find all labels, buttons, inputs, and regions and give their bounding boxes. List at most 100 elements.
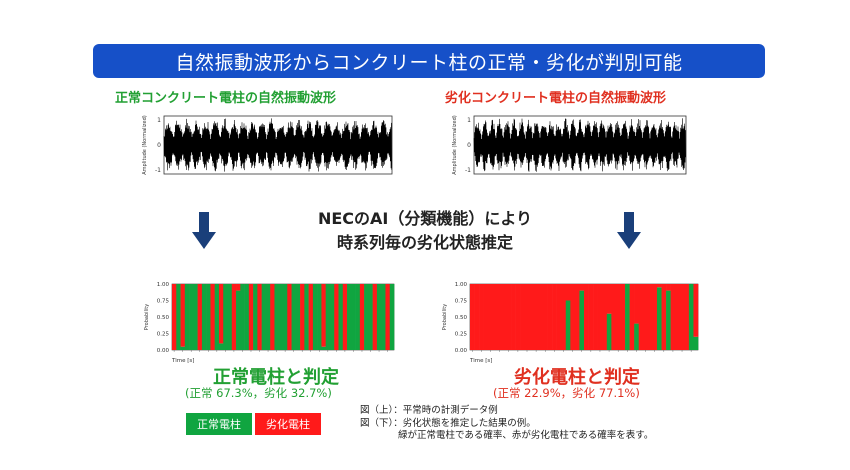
- center-line-2: 時系列毎の劣化状態推定: [336, 233, 513, 252]
- degraded-verdict-percent: (正常 22.9%，劣化 77.1%): [493, 386, 640, 400]
- x-axis-label: Time [s]: [469, 358, 492, 364]
- bar-normal-segment: [201, 284, 207, 350]
- bar-degraded-segment: [647, 284, 653, 350]
- bar-normal-segment: [347, 284, 352, 350]
- bar-normal-segment: [579, 290, 585, 350]
- caption-line-2: 図（下）：劣化状態を推定した結果の例。: [360, 417, 536, 429]
- y-tick-label: 0.00: [157, 348, 170, 354]
- legend-normal: 正常電柱: [186, 413, 252, 435]
- bar-degraded-segment: [248, 284, 254, 350]
- bar-degraded-segment: [584, 284, 589, 350]
- bar-normal-segment: [565, 300, 571, 350]
- bar-normal-segment: [283, 284, 288, 350]
- y-tick-label: 1.00: [455, 282, 468, 288]
- bar-degraded-segment: [524, 284, 530, 350]
- bar-degraded-segment: [470, 284, 475, 350]
- bar-degraded-segment: [593, 284, 598, 350]
- y-tick-label: 0.50: [455, 315, 468, 321]
- y-tick-label: 1: [467, 117, 471, 124]
- bar-degraded-segment: [679, 284, 685, 350]
- bar-normal-segment: [218, 343, 224, 350]
- bar-normal-segment: [368, 284, 373, 350]
- bar-degraded-segment: [533, 284, 539, 350]
- bar-degraded-segment: [172, 284, 177, 350]
- bar-degraded-segment: [492, 284, 498, 350]
- bar-degraded-segment: [570, 284, 576, 350]
- bar-degraded-segment: [538, 284, 544, 350]
- bar-normal-segment: [389, 284, 395, 350]
- figure-caption: 図（上）：平常時の計測データ例 図（下）：劣化状態を推定した結果の例。 緑が正常…: [360, 405, 653, 443]
- bar-normal-segment: [180, 346, 186, 350]
- bar-normal-segment: [193, 284, 198, 350]
- y-axis-label: Probability: [442, 304, 448, 330]
- bar-degraded-segment: [479, 284, 484, 350]
- bar-degraded-segment: [483, 284, 489, 350]
- degraded-wave-title: 劣化コンクリート電柱の自然振動波形: [445, 91, 667, 106]
- bar-normal-segment: [240, 284, 245, 350]
- y-tick-label: 0.50: [157, 315, 170, 321]
- y-tick-label: -1: [155, 167, 161, 174]
- bar-degraded-segment: [565, 284, 571, 301]
- bar-normal-segment: [376, 284, 382, 350]
- y-tick-label: -1: [465, 167, 471, 174]
- bar-degraded-segment: [542, 284, 548, 350]
- bar-degraded-segment: [359, 284, 365, 350]
- bar-degraded-segment: [684, 284, 690, 350]
- bar-degraded-segment: [385, 284, 391, 350]
- degraded-waveform-plot: Amplitude (Normalized) 1 0 -1: [452, 115, 687, 175]
- bar-normal-segment: [364, 284, 369, 350]
- ai-classification-text: NECのAI（分類機能）により 時系列毎の劣化状態推定: [300, 207, 550, 255]
- bar-normal-segment: [606, 313, 612, 350]
- bar-normal-segment: [184, 284, 190, 350]
- bar-normal-segment: [317, 284, 322, 350]
- bar-normal-segment: [253, 284, 258, 350]
- y-tick-label: 0.75: [157, 299, 170, 305]
- y-tick-label: 0: [157, 142, 161, 149]
- bar-degraded-segment: [210, 284, 215, 350]
- bar-degraded-segment: [693, 284, 699, 337]
- bar-degraded-segment: [597, 284, 603, 350]
- bar-normal-segment: [656, 287, 662, 350]
- y-axis-label: Probability: [144, 304, 150, 330]
- bar-degraded-segment: [321, 284, 326, 347]
- bar-degraded-segment: [579, 284, 585, 291]
- y-tick-label: 0: [467, 142, 471, 149]
- bar-normal-segment: [206, 284, 211, 350]
- y-tick-label: 1: [157, 117, 161, 124]
- bar-degraded-segment: [236, 284, 241, 291]
- title-banner: 自然振動波形からコンクリート柱の正常・劣化が判別可能: [93, 44, 765, 78]
- bar-degraded-segment: [643, 284, 649, 350]
- bar-normal-segment: [351, 284, 356, 350]
- bar-normal-segment: [634, 323, 640, 350]
- bar-normal-segment: [688, 284, 694, 350]
- bar-normal-segment: [274, 284, 280, 350]
- bar-degraded-segment: [520, 284, 526, 350]
- bar-normal-segment: [223, 284, 228, 350]
- bar-degraded-segment: [638, 284, 644, 350]
- bar-normal-segment: [325, 284, 331, 350]
- bar-degraded-segment: [588, 284, 594, 350]
- bar-degraded-segment: [629, 284, 635, 350]
- bar-degraded-segment: [656, 284, 662, 288]
- bar-normal-segment: [304, 284, 309, 350]
- bar-normal-segment: [176, 284, 181, 350]
- degraded-verdict: 劣化電柱と判定: [514, 367, 640, 388]
- bar-degraded-segment: [670, 284, 676, 350]
- bar-degraded-segment: [556, 284, 562, 350]
- bar-normal-segment: [666, 290, 671, 350]
- bar-normal-segment: [244, 284, 250, 350]
- bar-degraded-segment: [620, 284, 626, 350]
- bar-normal-segment: [625, 284, 630, 350]
- bar-degraded-segment: [501, 284, 507, 350]
- bar-degraded-segment: [611, 284, 617, 350]
- down-arrow-icon: [617, 212, 641, 249]
- center-line-1: NECのAI（分類機能）により: [317, 209, 533, 228]
- bar-degraded-segment: [231, 284, 237, 350]
- bar-degraded-segment: [308, 284, 314, 350]
- bar-degraded-segment: [552, 284, 557, 350]
- y-axis-label: Amplitude (Normalized): [452, 115, 458, 175]
- bar-degraded-segment: [506, 284, 512, 350]
- waveform-line: [473, 118, 686, 172]
- bar-degraded-segment: [218, 284, 224, 344]
